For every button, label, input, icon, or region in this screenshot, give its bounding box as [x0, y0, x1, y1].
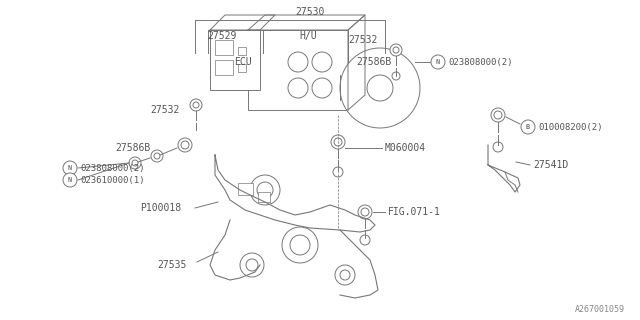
Bar	[258, 192, 270, 202]
Circle shape	[63, 173, 77, 187]
Circle shape	[250, 175, 280, 205]
Circle shape	[360, 235, 370, 245]
Circle shape	[190, 99, 202, 111]
Bar	[238, 47, 246, 55]
Text: B: B	[526, 124, 530, 130]
Circle shape	[340, 270, 350, 280]
Circle shape	[431, 55, 445, 69]
Text: H/U: H/U	[299, 31, 317, 41]
Bar	[210, 30, 260, 90]
Text: 27532: 27532	[150, 105, 180, 115]
Circle shape	[257, 182, 273, 198]
Text: N: N	[68, 177, 72, 183]
Text: N: N	[436, 59, 440, 65]
Circle shape	[288, 52, 308, 72]
Circle shape	[335, 265, 355, 285]
Text: 27541D: 27541D	[533, 160, 568, 170]
Text: 023808000(2): 023808000(2)	[448, 58, 513, 67]
Text: N: N	[68, 165, 72, 171]
Circle shape	[193, 102, 199, 108]
Circle shape	[178, 138, 192, 152]
Circle shape	[358, 205, 372, 219]
Text: M060004: M060004	[385, 143, 426, 153]
Text: 27530: 27530	[295, 7, 324, 17]
Text: 023610000(1): 023610000(1)	[80, 175, 145, 185]
Circle shape	[333, 167, 343, 177]
Circle shape	[340, 48, 420, 128]
Circle shape	[312, 78, 332, 98]
Text: 27586B: 27586B	[356, 57, 391, 67]
Text: 27529: 27529	[207, 31, 237, 41]
Circle shape	[312, 52, 332, 72]
Circle shape	[290, 235, 310, 255]
Bar	[238, 183, 253, 195]
Circle shape	[63, 161, 77, 175]
Circle shape	[181, 141, 189, 149]
Circle shape	[493, 142, 503, 152]
Bar	[238, 64, 246, 72]
Circle shape	[282, 227, 318, 263]
Circle shape	[132, 160, 138, 166]
Text: FIG.071-1: FIG.071-1	[388, 207, 441, 217]
Circle shape	[246, 259, 258, 271]
Circle shape	[154, 153, 160, 159]
Text: 27535: 27535	[157, 260, 186, 270]
Circle shape	[129, 157, 141, 169]
Text: P100018: P100018	[140, 203, 181, 213]
Text: 010008200(2): 010008200(2)	[538, 123, 602, 132]
Text: ECU: ECU	[234, 57, 252, 67]
Circle shape	[494, 111, 502, 119]
Bar	[215, 60, 233, 75]
Text: 023808000(2): 023808000(2)	[80, 164, 145, 172]
Bar	[215, 40, 233, 55]
Text: 27532: 27532	[348, 35, 378, 45]
Circle shape	[288, 78, 308, 98]
Text: 27586B: 27586B	[115, 143, 150, 153]
Circle shape	[331, 135, 345, 149]
Circle shape	[334, 138, 342, 146]
Circle shape	[392, 72, 400, 80]
Circle shape	[367, 75, 393, 101]
Circle shape	[390, 44, 402, 56]
Bar	[248, 30, 348, 110]
Circle shape	[240, 253, 264, 277]
Circle shape	[521, 120, 535, 134]
Circle shape	[361, 208, 369, 216]
Circle shape	[393, 47, 399, 53]
Text: A267001059: A267001059	[575, 306, 625, 315]
Circle shape	[491, 108, 505, 122]
Circle shape	[151, 150, 163, 162]
